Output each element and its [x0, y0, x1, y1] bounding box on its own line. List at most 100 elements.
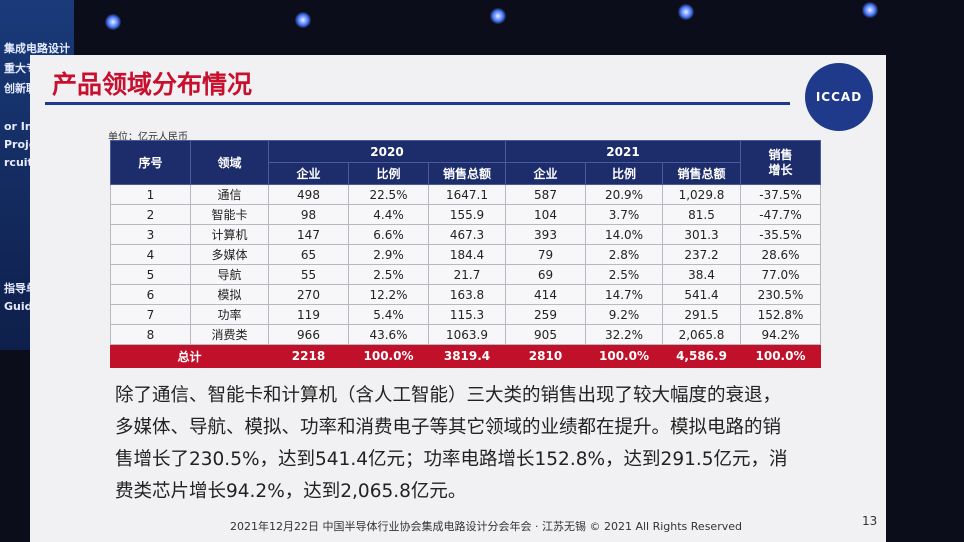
- table-cell: 计算机: [190, 224, 269, 245]
- table-cell: 77.0%: [740, 264, 821, 285]
- header-cell: 领域: [190, 140, 269, 185]
- table-cell: 14.0%: [585, 224, 663, 245]
- total-row: 总计 2218 100.0% 3819.4 2810 100.0% 4,586.9 100.0…: [110, 344, 821, 368]
- table-cell: 4: [110, 244, 191, 265]
- table-cell: 259: [505, 304, 586, 325]
- table-cell: 28.6%: [740, 244, 821, 265]
- table-cell: 104: [505, 204, 586, 225]
- side-text: 集成电路设计: [4, 42, 70, 55]
- table-cell: 966: [268, 324, 349, 345]
- stage-light: [862, 2, 878, 18]
- table-cell: 8: [110, 324, 191, 345]
- table-cell: 1: [110, 184, 191, 205]
- header-text: 销售增长: [768, 147, 793, 177]
- table-cell: 237.2: [662, 244, 741, 265]
- table-cell: 81.5: [662, 204, 741, 225]
- table-cell: 414: [505, 284, 586, 305]
- table-cell: 1647.1: [428, 184, 506, 205]
- table-cell: 163.8: [428, 284, 506, 305]
- table-cell: 291.5: [662, 304, 741, 325]
- table-row: 7 功率 119 5.4% 115.3 259 9.2% 291.5 152.8%: [110, 304, 821, 325]
- header-cell: 序号: [110, 140, 191, 185]
- logo: ICCAD: [805, 63, 873, 131]
- table-cell: 43.6%: [348, 324, 429, 345]
- table-cell: 1063.9: [428, 324, 506, 345]
- table-row: 1 通信 498 22.5% 1647.1 587 20.9% 1,029.8 -37.5%: [110, 184, 821, 205]
- paragraph-line: 多媒体、导航、模拟、功率和消费电子等其它领域的业绩都在提升。模拟电路的销: [115, 417, 782, 438]
- header-cell: 销售增长: [740, 140, 821, 185]
- table-cell: 2.5%: [348, 264, 429, 285]
- table-cell: 2.9%: [348, 244, 429, 265]
- title-rule: [45, 102, 790, 105]
- table-cell: 智能卡: [190, 204, 269, 225]
- stage-light: [490, 8, 506, 24]
- table-cell: 总计: [110, 344, 269, 368]
- table-cell: 184.4: [428, 244, 506, 265]
- table-cell: 147: [268, 224, 349, 245]
- header-cell: 企业: [505, 162, 586, 185]
- table-cell: 消费类: [190, 324, 269, 345]
- table-cell: -37.5%: [740, 184, 821, 205]
- table-cell: 7: [110, 304, 191, 325]
- table-cell: 270: [268, 284, 349, 305]
- table-cell: 69: [505, 264, 586, 285]
- table-row: 4 多媒体 65 2.9% 184.4 79 2.8% 237.2 28.6%: [110, 244, 821, 265]
- table-cell: 152.8%: [740, 304, 821, 325]
- table-cell: 功率: [190, 304, 269, 325]
- stage-light: [678, 4, 694, 20]
- header-cell: 2020: [268, 140, 506, 163]
- table-cell: 905: [505, 324, 586, 345]
- table-cell: 9.2%: [585, 304, 663, 325]
- table-cell: 12.2%: [348, 284, 429, 305]
- table-cell: 模拟: [190, 284, 269, 305]
- table-cell: 230.5%: [740, 284, 821, 305]
- table-cell: 32.2%: [585, 324, 663, 345]
- table-cell: 多媒体: [190, 244, 269, 265]
- table-cell: 5: [110, 264, 191, 285]
- table-cell: 5.4%: [348, 304, 429, 325]
- table-cell: 55: [268, 264, 349, 285]
- table-cell: 393: [505, 224, 586, 245]
- table-cell: 467.3: [428, 224, 506, 245]
- table-cell: 100.0%: [585, 344, 663, 368]
- footer: 2021年12月22日 中国半导体行业协会集成电路设计分会年会 · 江苏无锡 ©…: [230, 520, 742, 533]
- table-cell: 2218: [268, 344, 349, 368]
- table-cell: 115.3: [428, 304, 506, 325]
- table-cell: 38.4: [662, 264, 741, 285]
- table-cell: 2: [110, 204, 191, 225]
- stage-light: [295, 12, 311, 28]
- table-cell: 6: [110, 284, 191, 305]
- table-row: 2 智能卡 98 4.4% 155.9 104 3.7% 81.5 -47.7%: [110, 204, 821, 225]
- table-cell: 通信: [190, 184, 269, 205]
- table-cell: 2.5%: [585, 264, 663, 285]
- table-cell: 2.8%: [585, 244, 663, 265]
- table-row: 3 计算机 147 6.6% 467.3 393 14.0% 301.3 -35.5%: [110, 224, 821, 245]
- header-cell: 企业: [268, 162, 349, 185]
- header-cell: 销售总额: [662, 162, 741, 185]
- unit-note: 单位：亿元人民币: [108, 132, 188, 143]
- table-row: 8 消费类 966 43.6% 1063.9 905 32.2% 2,065.8 94.2%: [110, 324, 821, 345]
- table-cell: 79: [505, 244, 586, 265]
- table-cell: 498: [268, 184, 349, 205]
- table-cell: 2,065.8: [662, 324, 741, 345]
- table-cell: 541.4: [662, 284, 741, 305]
- table-cell: 2810: [505, 344, 586, 368]
- table-cell: 100.0%: [348, 344, 429, 368]
- table-cell: 98: [268, 204, 349, 225]
- table-cell: 6.6%: [348, 224, 429, 245]
- header-cell: 销售总额: [428, 162, 506, 185]
- paragraph-line: 售增长了230.5%，达到541.4亿元；功率电路增长152.8%，达到291.…: [115, 449, 788, 470]
- table-cell: 14.7%: [585, 284, 663, 305]
- page-number: 13: [862, 514, 878, 528]
- stage-light: [105, 14, 121, 30]
- paragraph-line: 除了通信、智能卡和计算机（含人工智能）三大类的销售出现了较大幅度的衰退，: [115, 385, 782, 406]
- paragraph: 除了通信、智能卡和计算机（含人工智能）三大类的销售出现了较大幅度的衰退， 多媒体、…: [115, 380, 788, 508]
- table-cell: 3819.4: [428, 344, 506, 368]
- table-cell: 4.4%: [348, 204, 429, 225]
- slide: 产品领域分布情况 ICCAD 单位：亿元人民币 序号 领域 2020 2021 …: [30, 55, 886, 542]
- table-cell: 587: [505, 184, 586, 205]
- table-cell: 22.5%: [348, 184, 429, 205]
- header-cell: 比例: [348, 162, 429, 185]
